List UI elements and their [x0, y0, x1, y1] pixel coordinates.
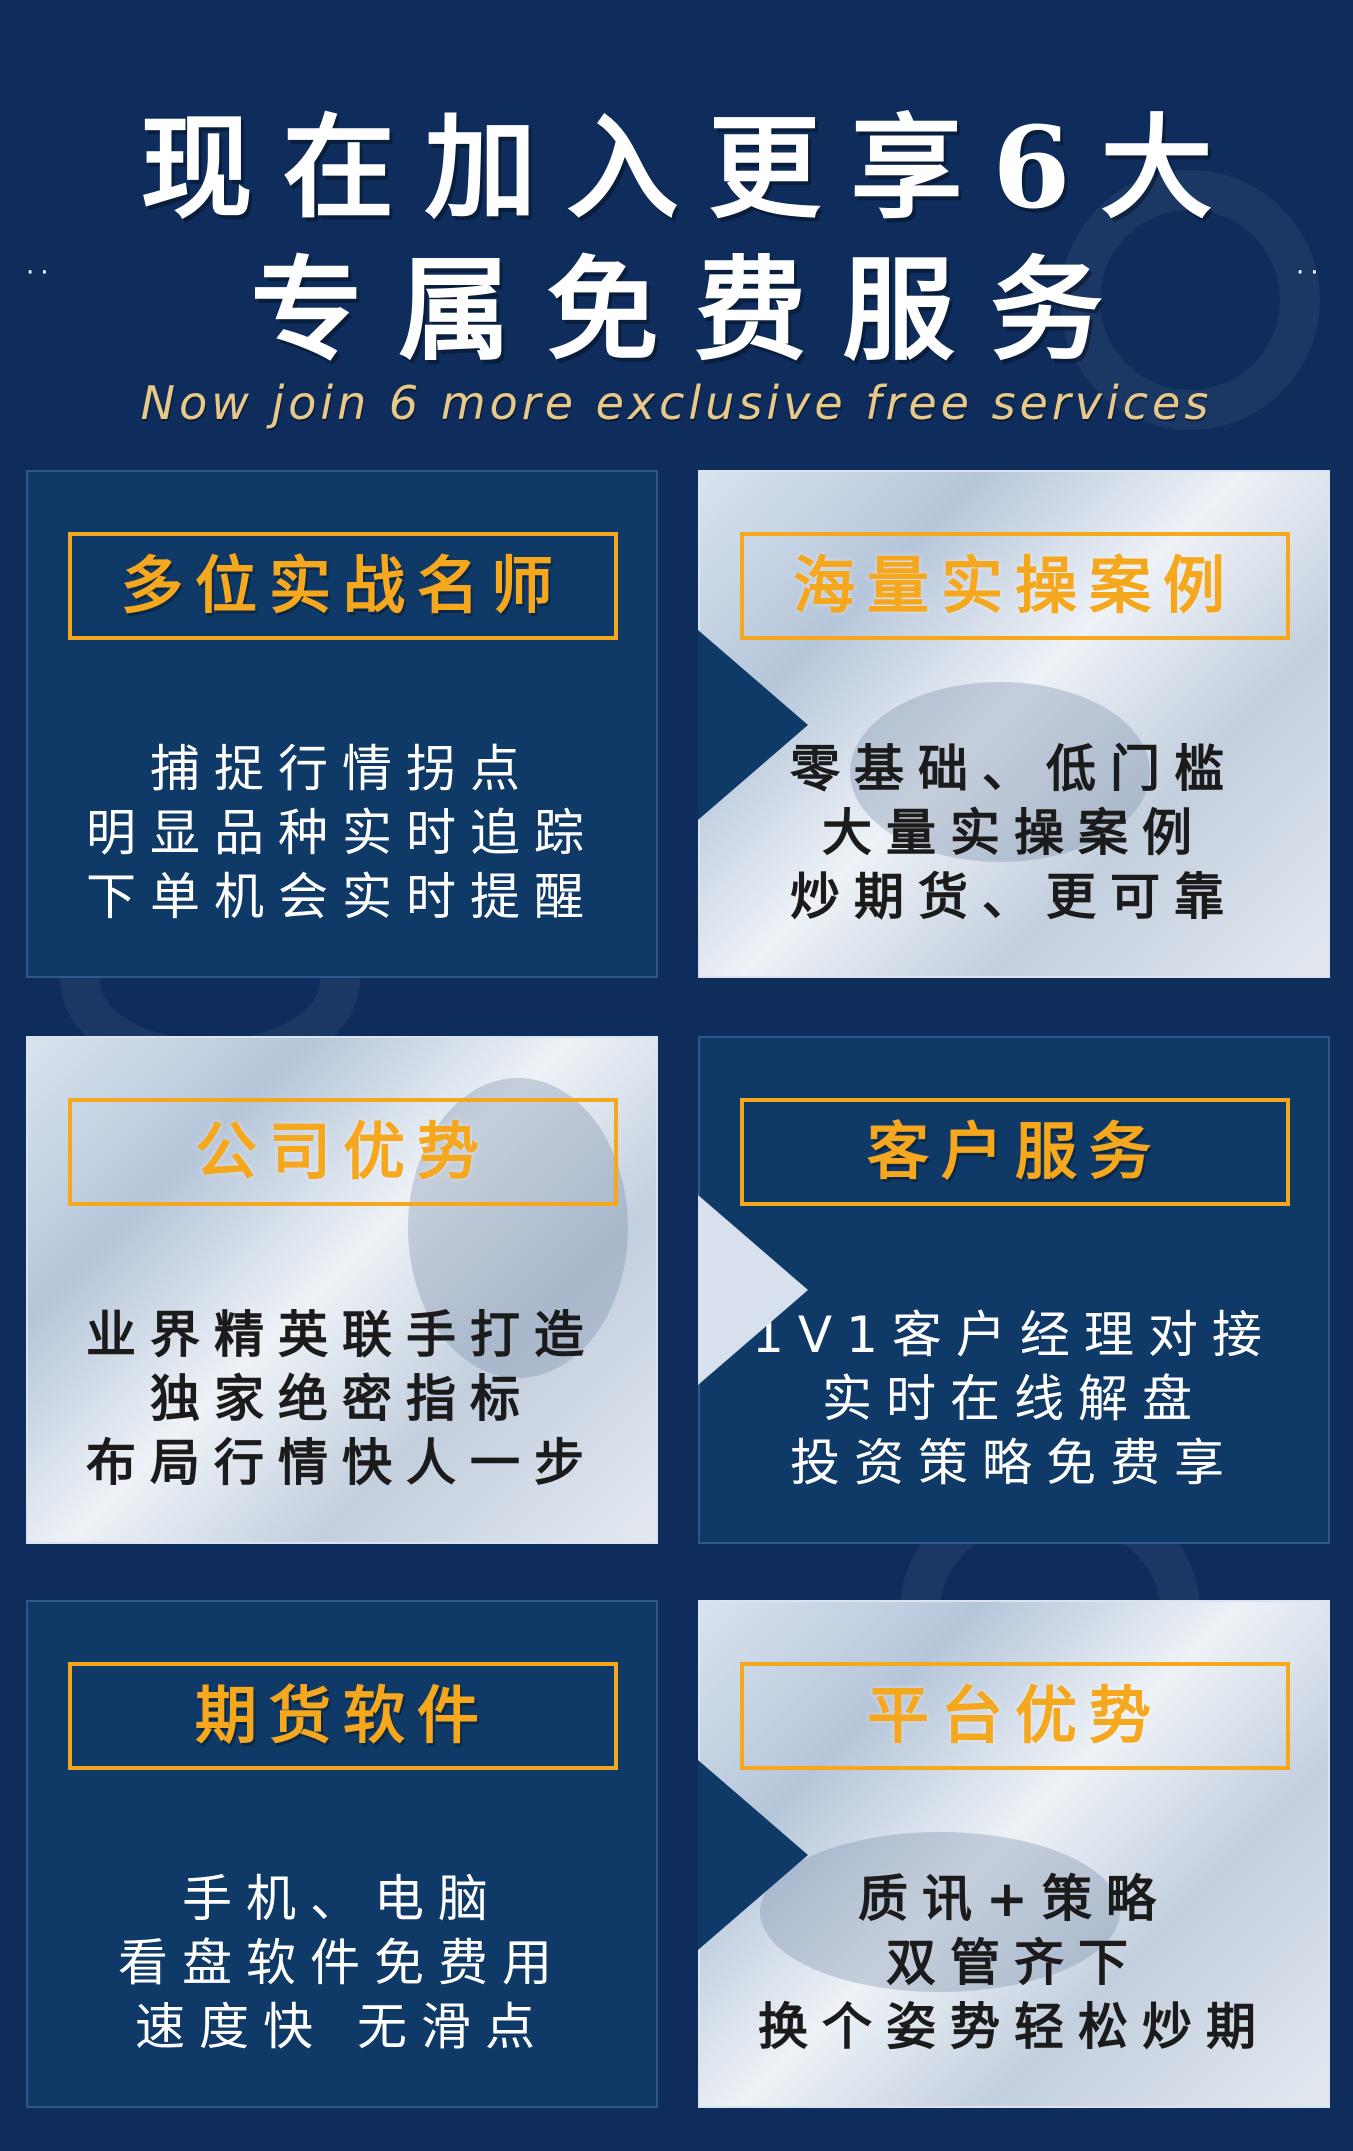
panel-line: 1V1客户经理对接 [752, 1306, 1276, 1364]
headline-line-2: 专属免费服务 [250, 245, 1139, 376]
arrow-connector [698, 1195, 808, 1385]
arrow-connector [698, 630, 808, 820]
decorative-dots-right: ·· [1296, 258, 1325, 288]
service-panel-company: 公司优势 业界精英联手打造 独家绝密指标 布局行情快人一步 [26, 1036, 658, 1544]
panel-line: 投资策略免费享 [790, 1434, 1238, 1492]
headline-line-1: 现在加入更享6大 [140, 103, 1243, 234]
service-panel-teachers: 多位实战名师 捕捉行情拐点 明显品种实时追踪 下单机会实时提醒 [26, 470, 658, 978]
panel-line: 质讯+策略 [858, 1870, 1170, 1928]
panel-line: 速度快 无滑点 [135, 1998, 549, 2056]
photo-blur [760, 1832, 1120, 1992]
service-panel-customer: 客户服务 1V1客户经理对接 实时在线解盘 投资策略免费享 [698, 1036, 1330, 1544]
panel-line: 大量实操案例 [822, 804, 1206, 862]
panel-lines: 零基础、低门槛 大量实操案例 炒期货、更可靠 [700, 737, 1328, 929]
panel-lines: 手机、电脑 看盘软件免费用 速度快 无滑点 [28, 1867, 656, 2059]
panel-line: 业界精英联手打造 [86, 1306, 598, 1364]
panel-line: 明显品种实时追踪 [86, 804, 598, 862]
panel-lines: 业界精英联手打造 独家绝密指标 布局行情快人一步 [28, 1303, 656, 1495]
panel-title: 公司优势 [68, 1098, 618, 1206]
panel-line: 下单机会实时提醒 [86, 868, 598, 926]
panel-title: 期货软件 [68, 1662, 618, 1770]
panel-line: 换个姿势轻松炒期 [758, 1998, 1270, 2056]
panel-line: 炒期货、更可靠 [790, 868, 1238, 926]
photo-blur [408, 1078, 628, 1378]
panel-line: 实时在线解盘 [822, 1370, 1206, 1428]
panel-lines: 捕捉行情拐点 明显品种实时追踪 下单机会实时提醒 [28, 737, 656, 929]
panel-line: 独家绝密指标 [150, 1370, 534, 1428]
subtitle-english: Now join 6 more exclusive free services [140, 376, 1213, 430]
arrow-connector [698, 1760, 808, 1950]
photo-blur [850, 682, 1150, 862]
panel-line: 布局行情快人一步 [86, 1434, 598, 1492]
decorative-dots-left: ·· [26, 258, 55, 288]
panel-line: 手机、电脑 [182, 1870, 502, 1928]
panel-lines: 1V1客户经理对接 实时在线解盘 投资策略免费享 [700, 1303, 1328, 1495]
panel-line: 捕捉行情拐点 [150, 740, 534, 798]
panel-line: 双管齐下 [886, 1934, 1142, 1992]
panel-title: 海量实操案例 [740, 532, 1290, 640]
panel-title: 多位实战名师 [68, 532, 618, 640]
panel-line: 看盘软件免费用 [118, 1934, 566, 1992]
service-panel-software: 期货软件 手机、电脑 看盘软件免费用 速度快 无滑点 [26, 1600, 658, 2108]
panel-title: 平台优势 [740, 1662, 1290, 1770]
panel-lines: 质讯+策略 双管齐下 换个姿势轻松炒期 [700, 1867, 1328, 2059]
panel-line: 零基础、低门槛 [790, 740, 1238, 798]
panel-title: 客户服务 [740, 1098, 1290, 1206]
